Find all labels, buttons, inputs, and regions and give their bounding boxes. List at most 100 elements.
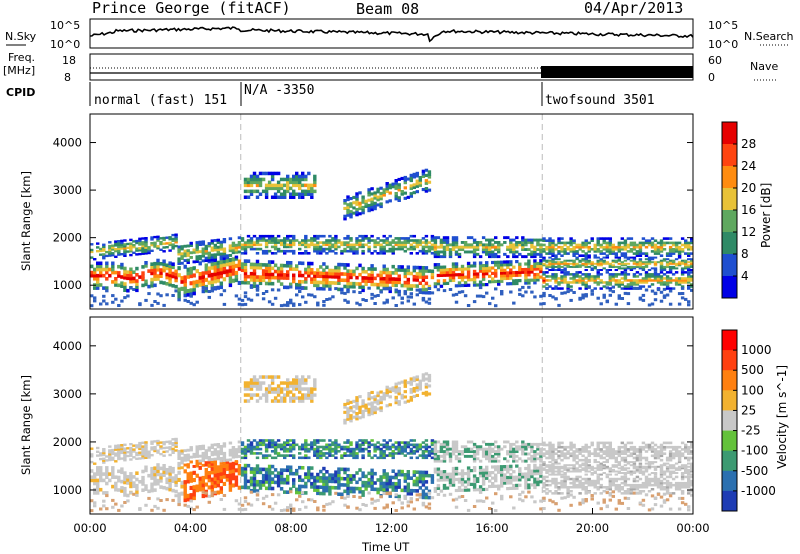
velocity-cell [126,493,130,498]
power-cell [234,263,239,268]
velocity-cell [102,448,106,451]
power-cell [653,267,658,270]
power-cell [361,288,365,293]
velocity-cell [376,394,380,398]
power-cell [421,269,426,273]
power-cell [521,248,525,251]
velocity-cell [472,450,477,453]
power-cell [536,261,540,266]
power-cell [138,247,142,250]
velocity-cell [488,445,492,449]
power-cell [391,185,395,189]
power-cell [96,286,100,290]
power-cell [497,250,501,254]
velocity-cell [385,503,389,507]
velocity-cell [144,450,148,454]
velocity-cell [518,447,522,451]
power-cell [494,255,498,259]
velocity-cell [126,475,130,479]
velocity-cell [228,473,233,478]
power-cell [246,239,251,242]
power-cell [572,241,576,245]
power-cell [569,265,573,268]
power-cell [132,240,136,243]
velocity-cell [358,508,362,512]
power-cell [684,261,688,264]
velocity-cell [448,454,453,458]
velocity-cell [168,465,172,470]
velocity-cell [195,450,199,454]
velocity-cell [512,454,516,458]
velocity-cell [515,486,519,490]
power-cell [680,285,685,288]
velocity-cell [424,447,429,451]
power-cell [183,298,187,302]
power-cell [442,255,447,259]
power-cell [463,267,468,271]
velocity-cell [391,469,395,473]
velocity-cell [373,481,377,485]
velocity-cell [93,475,97,479]
power-cell [129,248,133,251]
velocity-cell [485,452,489,456]
power-cell [180,247,184,251]
power-cell [304,234,308,238]
velocity-cell [524,459,528,463]
power-cell [189,256,193,259]
power-cell [632,281,637,284]
velocity-cell [255,464,260,468]
power-cell [635,265,640,268]
velocity-cell [210,488,215,493]
power-cell [650,243,655,247]
power-cell [379,202,383,206]
velocity-cell [270,390,275,394]
power-cell [249,243,254,247]
power-cell [539,243,543,247]
velocity-cell [267,443,272,447]
power-cell [382,301,386,305]
power-cell [267,266,272,270]
velocity-cell [219,464,224,469]
power-cell [632,273,637,276]
velocity-cell [207,458,212,462]
power-cell [385,287,389,291]
velocity-cell [406,470,411,474]
velocity-cell [466,450,471,453]
power-cell [216,278,221,283]
velocity-cell [364,441,368,444]
velocity-cell [409,500,414,504]
velocity-cell [216,457,221,461]
velocity-cell [409,395,414,399]
velocity-cell [222,461,227,465]
power-cell [605,241,610,245]
velocity-cell [213,476,218,481]
power-cell [545,252,549,255]
velocity-cell [367,491,371,495]
power-cell [391,280,395,284]
velocity-cell [530,472,534,476]
power-cell [608,237,613,240]
power-cell [319,234,323,238]
power-cell [150,238,154,241]
power-cell [687,303,691,307]
power-cell [189,274,193,279]
power-cell [385,182,389,186]
power-cell [150,303,154,307]
power-cell [560,248,564,251]
velocity-cell [451,472,456,476]
power-cell [210,253,215,257]
velocity-cell [183,454,187,457]
power-cell [123,266,127,271]
velocity-cell [388,439,392,442]
velocity-cell [373,499,377,503]
velocity-cell [234,468,239,473]
power-cell [310,241,314,244]
power-cell [228,268,233,273]
power-cell [472,264,477,268]
power-cell [307,186,311,191]
velocity-cell [102,504,106,508]
power-cell [289,241,293,244]
power-cell [273,252,278,255]
velocity-cell [436,459,441,463]
power-cell [451,273,456,277]
